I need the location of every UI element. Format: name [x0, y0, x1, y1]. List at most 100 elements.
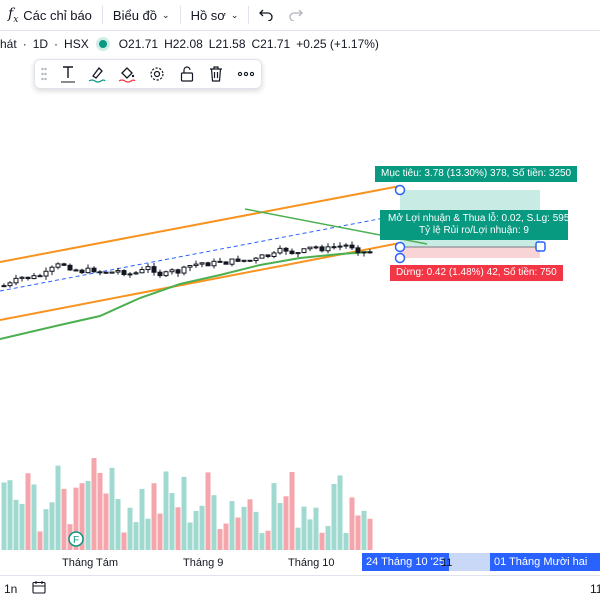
candle: [271, 251, 277, 259]
trend-lines: [0, 185, 428, 340]
width-handle[interactable]: [535, 241, 546, 252]
candle: [145, 263, 151, 273]
entry-handle[interactable]: [394, 241, 406, 253]
redo-button[interactable]: [281, 0, 311, 30]
volume-bar: [31, 484, 37, 550]
range-button[interactable]: 1n: [4, 582, 18, 596]
text-tool-button[interactable]: [53, 60, 83, 88]
chart-type-button[interactable]: Biểu đồ ⌄: [105, 0, 178, 30]
more-button[interactable]: [231, 60, 261, 88]
candle: [127, 272, 133, 278]
candle: [133, 271, 139, 275]
candle: [223, 261, 229, 265]
candle: [367, 249, 373, 254]
volume-bar: [13, 499, 19, 550]
trash-icon: [210, 66, 223, 82]
unlock-icon: [180, 66, 193, 82]
line-color-button[interactable]: [83, 60, 113, 88]
volume-bar: [109, 467, 115, 550]
chevron-down-icon: ⌄: [230, 9, 239, 20]
volume-bar: [307, 519, 313, 550]
undo-button[interactable]: [251, 0, 281, 30]
candle: [169, 268, 175, 275]
chart-type-label: Biểu đồ: [112, 7, 158, 23]
candle: [121, 269, 127, 277]
market-status-dot[interactable]: [98, 40, 107, 48]
drawing-toolbar: [34, 59, 262, 89]
volume-bar: [319, 532, 325, 550]
lock-button[interactable]: [172, 60, 202, 88]
volume-bar: [7, 480, 13, 550]
position-handles[interactable]: [394, 184, 546, 264]
candle: [277, 245, 283, 255]
symbol-legend: hát · 1D · HSX O21.71 H22.08 L21.58 C21.…: [0, 37, 379, 51]
volume-bar: [253, 511, 259, 550]
text-icon: [60, 66, 75, 83]
candle: [289, 248, 295, 255]
candle: [157, 269, 163, 278]
volume-bar: [139, 488, 145, 550]
volume-bar: [55, 465, 61, 550]
volume-bar: [211, 495, 217, 550]
volume-bar: [1, 482, 7, 550]
exchange-label: HSX: [64, 37, 89, 51]
candle: [1, 283, 7, 288]
financial-event-marker[interactable]: F: [68, 531, 84, 547]
calendar-icon: [32, 581, 46, 594]
svg-text:F: F: [73, 535, 79, 546]
candle: [349, 241, 355, 251]
volume-bar: [223, 523, 229, 550]
time-label-aug: Tháng Tám: [62, 557, 119, 569]
volume-bar: [79, 483, 85, 550]
candle: [343, 243, 349, 249]
bottom-bar: 1n 11: [0, 575, 600, 601]
channel-lower-line: [0, 242, 401, 321]
stop-handle[interactable]: [394, 252, 406, 264]
volume-bar: [349, 497, 355, 550]
candle: [361, 251, 367, 257]
settings-button[interactable]: [142, 60, 172, 88]
candle: [25, 276, 31, 281]
calendar-button[interactable]: [32, 580, 46, 597]
toolbar-divider: [101, 6, 103, 24]
candle: [301, 248, 307, 254]
volume-bar: [205, 472, 211, 550]
candle: [31, 272, 37, 280]
indicators-button[interactable]: fx Các chỉ báo: [0, 0, 100, 30]
candle: [307, 246, 313, 252]
volume-bar: [313, 507, 319, 550]
time-label-nov: 11: [441, 557, 453, 569]
volume-bar: [337, 475, 343, 550]
chevron-down-icon: ⌄: [162, 9, 170, 20]
volume-bar: [283, 496, 289, 550]
profile-button[interactable]: Hồ sơ ⌄: [183, 0, 247, 30]
candle: [235, 255, 241, 262]
volume-bar: [271, 483, 277, 550]
volume-bar: [163, 471, 169, 550]
fill-color-button[interactable]: [112, 60, 142, 88]
time-axis[interactable]: Tháng Tám Tháng 9 Tháng 10 24 Tháng 10 '…: [0, 553, 600, 586]
candle: [37, 273, 43, 278]
candle: [139, 266, 145, 274]
target-handle[interactable]: [394, 184, 406, 196]
stop-label: Dừng: 0.42 (1.48%) 42, Số tiền: 750: [390, 265, 563, 281]
stop-zone: [400, 247, 540, 258]
volume-bar: [367, 518, 373, 550]
price-chart[interactable]: F: [0, 88, 600, 575]
redo-icon: [289, 9, 304, 21]
time-value-fragment: 11: [590, 582, 600, 596]
drag-handle-icon[interactable]: [35, 60, 53, 88]
volume-bar: [121, 532, 127, 550]
candle: [205, 261, 211, 267]
fill-bucket-icon: [118, 67, 136, 83]
candle: [253, 256, 259, 264]
pnl-line-2: Tỷ lệ Rủi ro/Lợi nhuận: 9: [419, 225, 529, 236]
volume-bar: [43, 509, 49, 550]
candle: [355, 245, 361, 256]
delete-button[interactable]: [202, 60, 232, 88]
volume-bar: [133, 522, 139, 550]
range-start-label: 24 Tháng 10 '25: [362, 553, 449, 571]
candle: [217, 257, 223, 263]
volume-bar: [325, 526, 331, 550]
candle: [91, 266, 97, 273]
